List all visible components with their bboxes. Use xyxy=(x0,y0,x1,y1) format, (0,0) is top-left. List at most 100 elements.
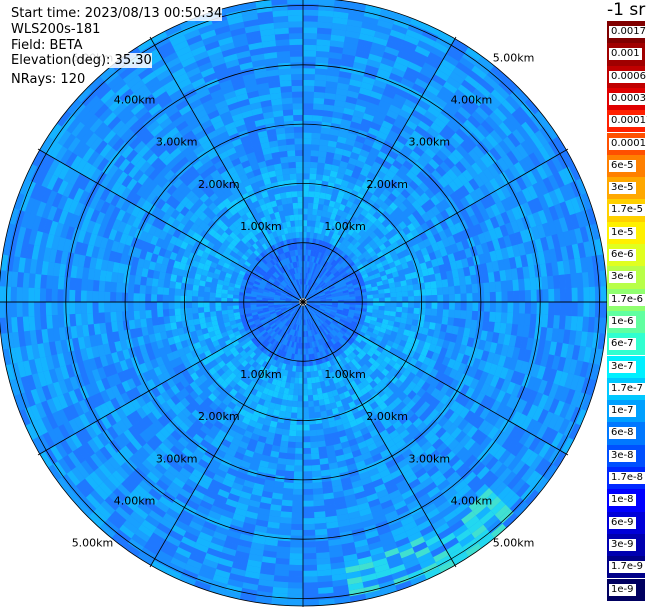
range-gate-cell xyxy=(310,261,314,269)
range-gate-cell xyxy=(200,365,209,375)
range-gate-cell xyxy=(450,165,463,177)
range-gate-cell xyxy=(388,282,396,289)
range-gate-cell xyxy=(378,289,385,295)
range-gate-cell xyxy=(334,326,341,332)
range-gate-cell xyxy=(306,267,309,274)
range-gate-cell xyxy=(423,275,431,283)
range-gate-cell xyxy=(355,251,363,258)
range-gate-cell xyxy=(353,140,364,150)
range-gate-cell xyxy=(202,494,216,505)
range-gate-cell xyxy=(471,283,479,294)
range-gate-cell xyxy=(246,315,253,321)
range-gate-cell xyxy=(443,408,455,420)
range-gate-cell xyxy=(354,539,369,548)
range-gate-cell xyxy=(291,297,298,301)
range-gate-cell xyxy=(335,355,342,363)
range-gate-cell xyxy=(288,564,303,571)
range-gate-cell xyxy=(271,598,288,606)
range-gate-cell xyxy=(337,276,344,282)
range-gate-cell xyxy=(307,348,312,355)
range-gate-cell xyxy=(314,300,321,302)
range-gate-cell xyxy=(521,121,535,138)
range-gate-cell xyxy=(119,232,129,245)
range-gate-cell xyxy=(520,336,529,350)
range-gate-cell xyxy=(425,209,436,220)
range-gate-cell xyxy=(334,99,346,108)
range-gate-cell xyxy=(256,416,266,425)
range-gate-cell xyxy=(520,448,534,464)
range-gate-cell xyxy=(63,314,71,328)
range-gate-cell xyxy=(431,352,440,362)
range-gate-cell xyxy=(366,305,374,310)
range-gate-cell xyxy=(263,324,270,330)
range-gate-cell xyxy=(356,550,372,560)
range-gate-cell xyxy=(347,582,364,591)
range-gate-cell xyxy=(365,228,374,236)
range-gate-cell xyxy=(341,53,356,62)
range-gate-cell xyxy=(303,424,310,431)
range-gate-cell xyxy=(306,306,311,312)
range-gate-cell xyxy=(500,185,512,199)
range-gate-cell xyxy=(275,427,283,435)
range-gate-cell xyxy=(271,315,278,320)
range-gate-cell xyxy=(244,377,253,386)
range-gate-cell xyxy=(323,268,329,275)
range-gate-cell xyxy=(399,429,410,440)
range-gate-cell xyxy=(357,213,365,222)
range-gate-cell xyxy=(369,380,378,389)
range-gate-cell xyxy=(398,391,408,402)
range-gate-cell xyxy=(133,450,146,464)
range-gate-cell xyxy=(152,348,162,359)
range-gate-cell xyxy=(324,367,331,375)
range-gate-cell xyxy=(565,287,572,302)
range-gate-cell xyxy=(453,342,462,353)
range-gate-cell xyxy=(547,174,560,191)
range-gate-cell xyxy=(275,335,281,342)
range-gate-cell xyxy=(86,302,93,314)
range-gate-cell xyxy=(384,292,391,298)
range-gate-cell xyxy=(242,582,259,591)
range-gate-cell xyxy=(62,392,74,407)
range-gate-cell xyxy=(361,364,370,372)
range-gate-cell xyxy=(411,109,424,121)
range-gate-cell xyxy=(448,302,455,310)
range-gate-cell xyxy=(30,388,42,405)
range-gate-cell xyxy=(523,155,536,171)
range-gate-cell xyxy=(499,269,507,282)
range-gate-cell xyxy=(74,241,83,255)
range-gate-cell xyxy=(287,441,296,448)
range-gate-cell xyxy=(407,372,416,382)
range-gate-cell xyxy=(210,335,218,343)
range-gate-cell xyxy=(412,176,423,187)
range-gate-cell xyxy=(77,254,86,268)
range-gate-cell xyxy=(343,292,350,296)
range-gate-cell xyxy=(353,377,362,386)
range-gate-cell xyxy=(308,296,314,300)
range-gate-cell xyxy=(172,476,186,489)
range-gate-cell xyxy=(81,278,88,291)
range-gate-cell xyxy=(278,322,284,329)
range-gate-cell xyxy=(542,302,549,315)
range-gate-cell xyxy=(298,307,302,314)
range-gate-cell xyxy=(167,258,176,268)
range-gate-cell xyxy=(22,227,32,244)
range-gate-cell xyxy=(221,546,237,557)
range-gate-cell xyxy=(274,403,282,411)
range-gate-cell xyxy=(304,278,307,285)
range-gate-cell xyxy=(366,350,374,358)
range-gate-cell xyxy=(448,225,458,236)
range-gate-cell xyxy=(283,417,291,425)
range-gate-cell xyxy=(107,456,121,471)
range-gate-cell xyxy=(293,342,297,349)
range-gate-cell xyxy=(258,507,271,516)
range-gate-cell xyxy=(373,325,381,332)
range-gate-cell xyxy=(292,359,297,366)
range-gate-cell xyxy=(47,383,58,399)
range-gate-cell xyxy=(378,305,385,311)
range-gate-cell xyxy=(398,510,412,521)
range-gate-cell xyxy=(459,533,475,548)
range-gate-cell xyxy=(336,374,343,383)
range-gate-cell xyxy=(338,258,345,265)
range-gate-cell xyxy=(309,238,314,245)
range-gate-cell xyxy=(402,419,413,430)
